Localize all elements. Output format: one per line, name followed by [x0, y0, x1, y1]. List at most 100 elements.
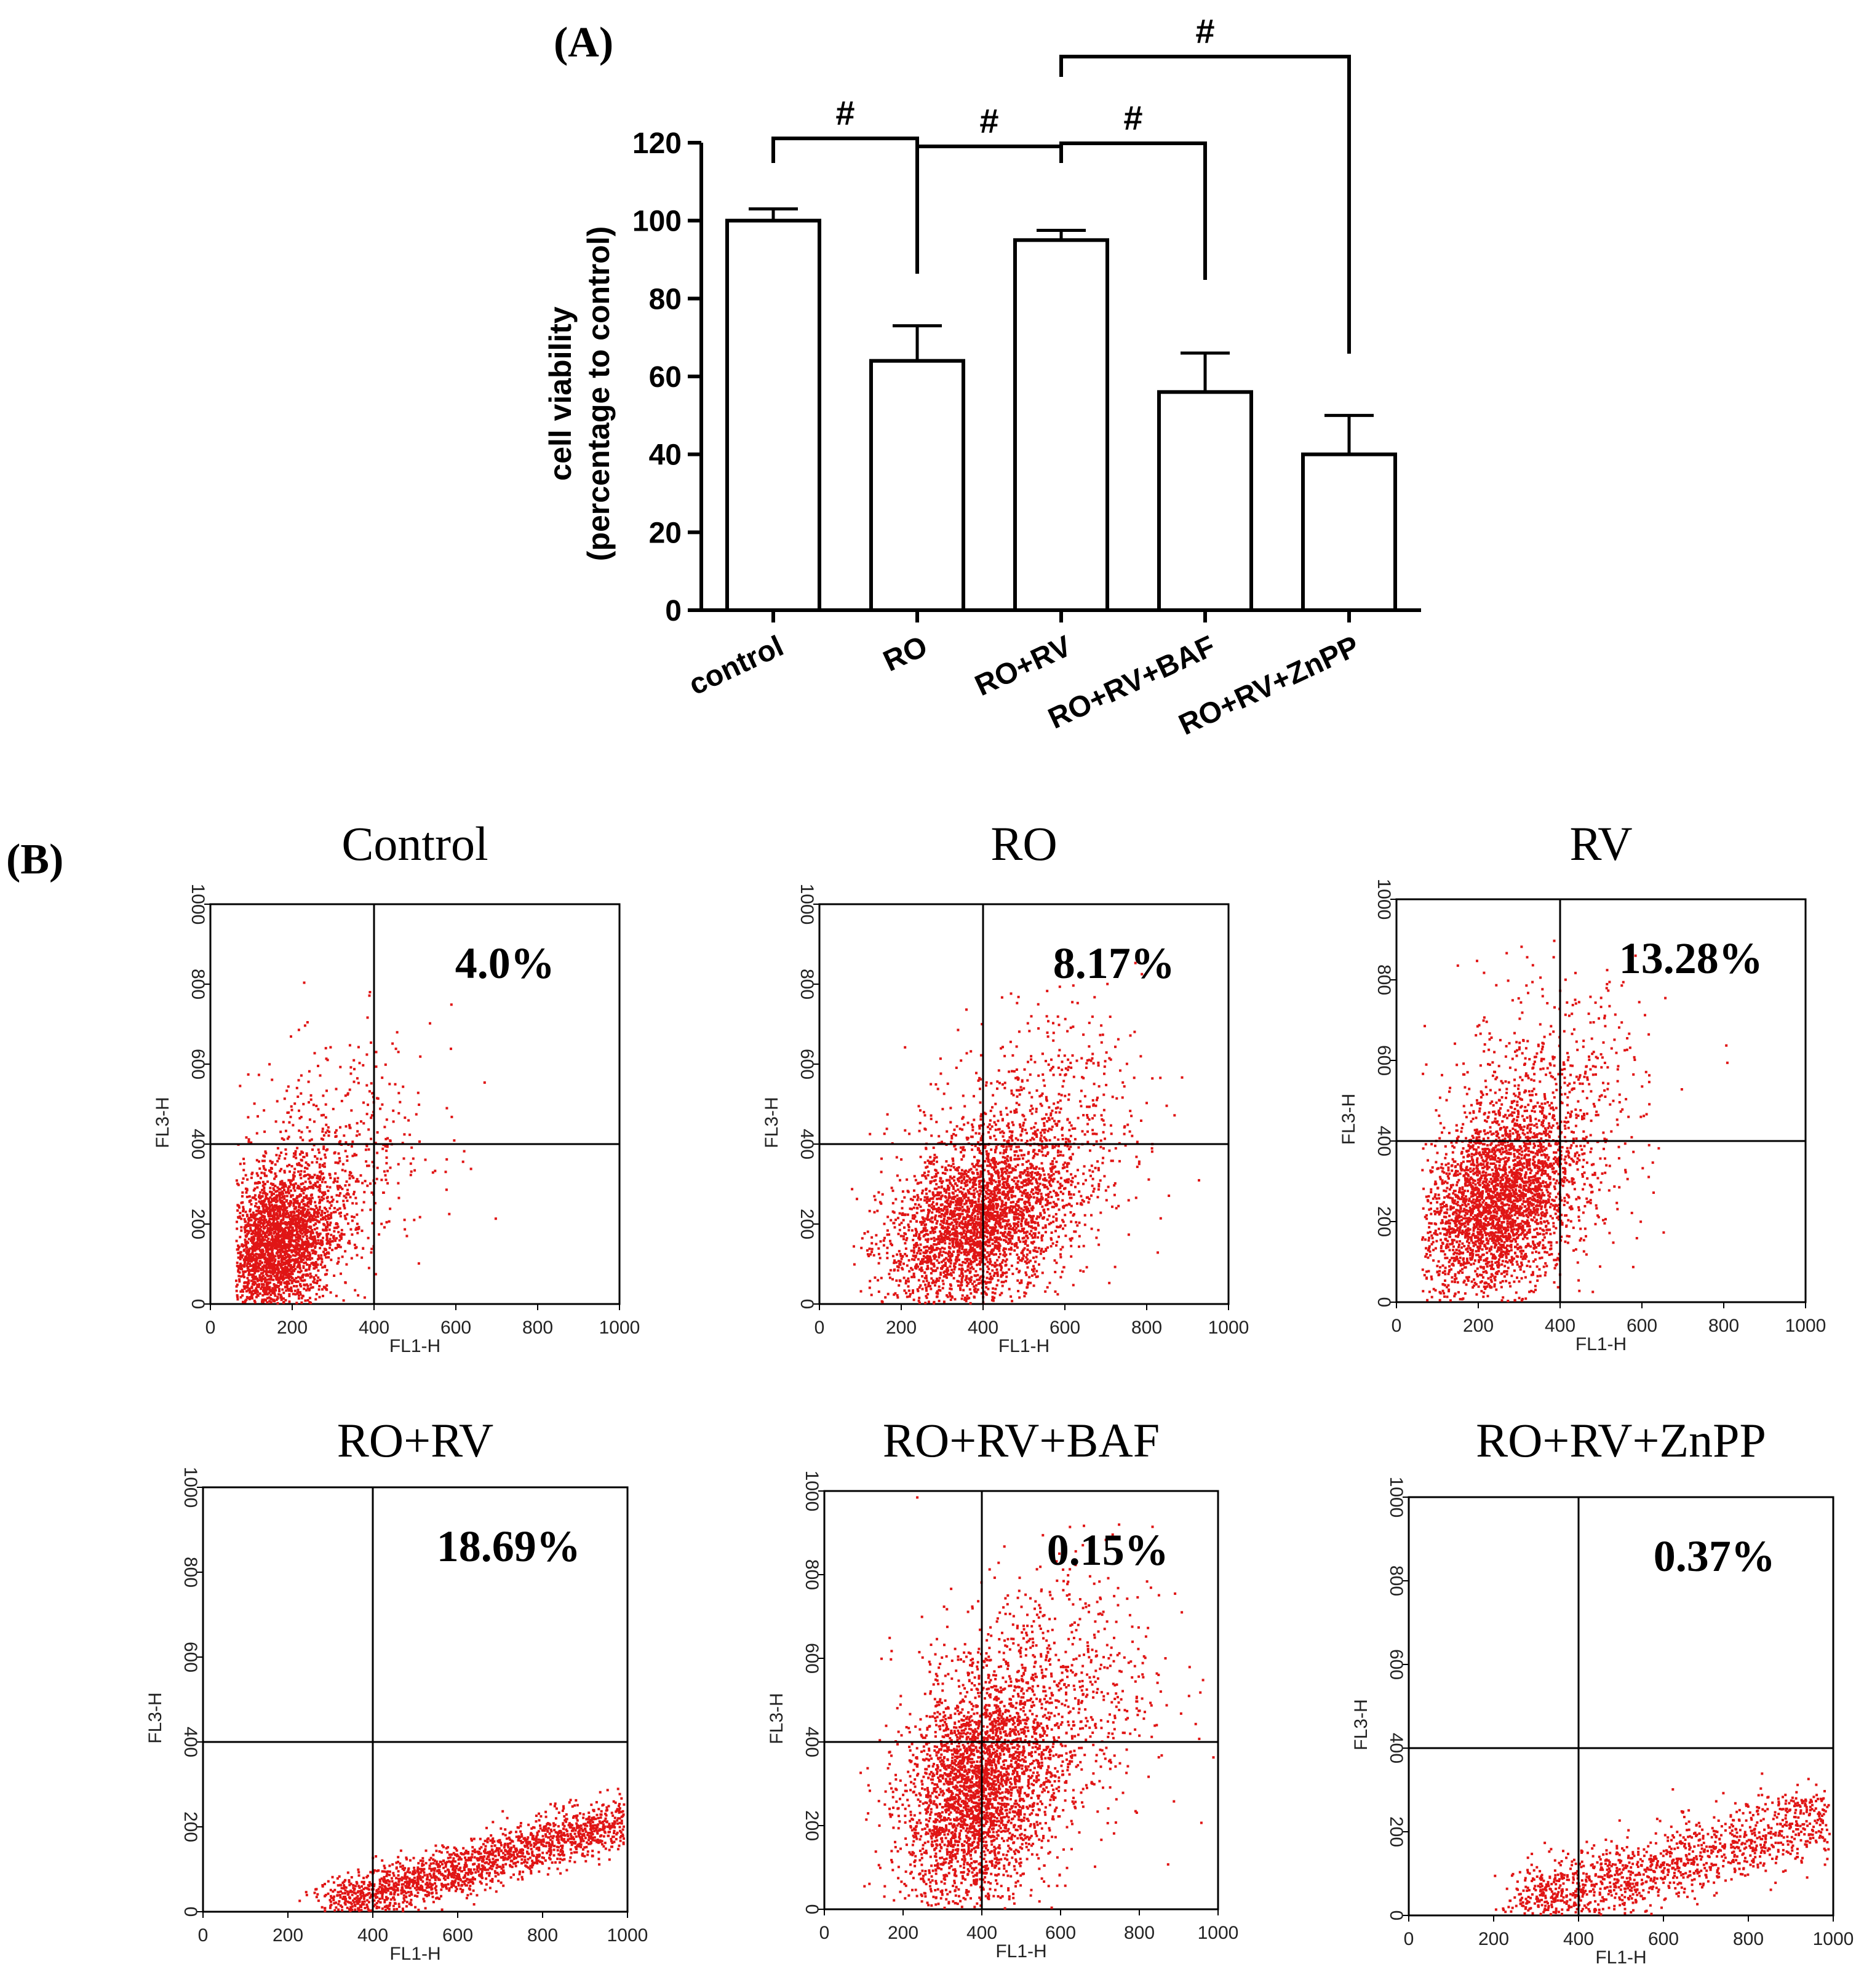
- flow-x-tick-label: 0: [819, 1923, 830, 1943]
- flow-y-tick-label: 1000: [180, 1467, 201, 1508]
- flow-plot-control: Control 0 200 400 600 800 1000 0 200 400 600 800 100…: [153, 817, 640, 1356]
- flow-y-tick-label: 600: [1374, 1045, 1394, 1076]
- flow-y-tick-label: 1000: [1386, 1477, 1406, 1518]
- flow-x-tick-label: 0: [198, 1925, 209, 1946]
- flow-x-tick-label: 0: [1392, 1316, 1402, 1336]
- flow-x-tick-label: 600: [1049, 1318, 1080, 1338]
- flow-x-tick-label: 200: [273, 1925, 303, 1946]
- flow-y-tick-label: 200: [797, 1209, 817, 1239]
- flow-x-tick-label: 800: [1124, 1923, 1155, 1943]
- flow-y-tick-label: 400: [802, 1727, 822, 1757]
- flow-y-tick-label: 200: [180, 1811, 201, 1842]
- bar-y-tick-label: 0: [665, 595, 682, 627]
- flow-plot-title: Control: [341, 817, 488, 870]
- flow-y-tick-label: 600: [802, 1643, 822, 1674]
- flow-y-tick-label: 800: [188, 969, 208, 1000]
- flow-y-tick-label: 600: [797, 1049, 817, 1079]
- flow-y-tick-label: 0: [1386, 1910, 1406, 1921]
- flow-y-axis-label: FL3-H: [145, 1692, 165, 1743]
- significance-marker: #: [835, 93, 854, 132]
- bar-y-tick-label: 40: [649, 439, 682, 472]
- significance-marker: #: [1195, 12, 1214, 50]
- flow-x-tick-label: 800: [1708, 1316, 1739, 1336]
- bar-y-tick-label: 100: [632, 205, 682, 238]
- flow-plot-events: [298, 1787, 626, 1912]
- flow-x-axis-label: FL1-H: [995, 1941, 1046, 1962]
- flow-x-tick-label: 1000: [607, 1925, 648, 1946]
- flow-y-tick-label: 1000: [1374, 879, 1394, 920]
- flow-x-tick-label: 200: [1478, 1929, 1509, 1949]
- flow-plot-dots: [851, 961, 1200, 1305]
- flow-plot-dots: [859, 1496, 1215, 1910]
- flow-y-tick-label: 400: [188, 1129, 208, 1159]
- bar-ro-rv-baf: [1157, 390, 1253, 612]
- flow-y-axis-label: FL3-H: [1339, 1094, 1359, 1145]
- flow-y-tick-label: 0: [797, 1299, 817, 1310]
- flow-x-axis-label: FL1-H: [389, 1944, 440, 1964]
- flow-plot-events: [859, 1496, 1215, 1910]
- flow-x-tick-label: 0: [814, 1318, 825, 1338]
- panel-b-flow-cytometry: (B) Control 0 200 400 600 800 1000 0 200 400 600 80…: [6, 817, 1854, 1968]
- flow-y-tick-label: 600: [188, 1049, 208, 1079]
- flow-x-tick-label: 0: [1404, 1929, 1414, 1949]
- flow-y-tick-label: 200: [802, 1810, 822, 1841]
- flow-x-tick-label: 600: [440, 1318, 471, 1338]
- flow-y-tick-label: 400: [797, 1129, 817, 1159]
- bar-y-tick-label: 20: [649, 517, 682, 549]
- flow-y-tick-label: 1000: [797, 884, 817, 925]
- flow-x-tick-label: 200: [888, 1923, 918, 1943]
- flow-plot-events: [851, 961, 1200, 1305]
- flow-plot-ro-rv-znpp: RO+RV+ZnPP 0 200 400 600 800 1000 0 200 400 600 800…: [1351, 1413, 1854, 1968]
- flow-x-tick-label: 400: [966, 1923, 997, 1943]
- flow-plot-frame: [1408, 1496, 1834, 1917]
- flow-y-tick-label: 400: [180, 1727, 201, 1757]
- flow-x-tick-label: 1000: [1198, 1923, 1239, 1943]
- flow-x-tick-label: 400: [1545, 1316, 1575, 1336]
- bar-y-axis-label-line1: cell viability: [543, 306, 578, 481]
- upper-right-percentage: 0.15%: [1047, 1525, 1169, 1575]
- bar-control: [725, 218, 821, 612]
- flow-y-axis-label: FL3-H: [153, 1097, 173, 1148]
- flow-y-tick-label: 1000: [188, 884, 208, 925]
- upper-right-percentage: 4.0%: [455, 939, 555, 988]
- bar-ro-rv-znpp: [1301, 452, 1397, 613]
- bar-y-axis-label: cell viability (percentage to control): [543, 226, 616, 561]
- flow-y-tick-label: 600: [180, 1642, 201, 1672]
- flow-y-tick-label: 800: [1386, 1565, 1406, 1596]
- flow-y-tick-label: 200: [1386, 1816, 1406, 1847]
- flow-x-tick-label: 600: [442, 1925, 473, 1946]
- flow-plot-dots: [298, 1787, 626, 1912]
- significance-bracket: [1059, 55, 1351, 354]
- flow-plot-frame: [209, 903, 621, 1305]
- flow-y-axis-label: FL3-H: [1351, 1699, 1371, 1750]
- flow-y-tick-label: 200: [188, 1209, 208, 1239]
- significance-bracket: [1059, 141, 1207, 280]
- flow-y-axis-label: FL3-H: [762, 1097, 782, 1148]
- flow-plot-rv: RV 0 200 400 600 800 1000 0 200 400 600 800 1000 FL1-…: [1339, 817, 1826, 1354]
- flow-y-tick-label: 1000: [802, 1471, 822, 1512]
- flow-y-tick-label: 800: [180, 1557, 201, 1588]
- significance-marker: #: [979, 101, 998, 140]
- flow-y-tick-label: 0: [188, 1299, 208, 1310]
- upper-right-percentage: 13.28%: [1619, 934, 1763, 983]
- flow-x-axis-label: FL1-H: [1595, 1947, 1646, 1968]
- flow-x-tick-label: 200: [886, 1318, 917, 1338]
- flow-plot-ro-rv: RO+RV 0 200 400 600 800 1000 0 200 400 600 800 1000 F…: [145, 1413, 648, 1964]
- flow-y-tick-label: 800: [802, 1559, 822, 1590]
- flow-x-tick-label: 400: [1563, 1929, 1594, 1949]
- flow-y-axis-label: FL3-H: [767, 1693, 787, 1744]
- flow-x-tick-label: 800: [1733, 1929, 1764, 1949]
- upper-right-percentage: 18.69%: [437, 1522, 581, 1571]
- bar-y-tick-label: 60: [649, 361, 682, 394]
- flow-plot-ro: RO 0 200 400 600 800 1000 0 200 400 600 800 1000 FL1-…: [762, 817, 1249, 1356]
- flow-x-axis-label: FL1-H: [998, 1336, 1049, 1356]
- flow-x-tick-label: 200: [277, 1318, 308, 1338]
- flow-x-tick-label: 200: [1463, 1316, 1494, 1336]
- flow-plot-title: RO+RV+ZnPP: [1476, 1413, 1766, 1467]
- flow-x-tick-label: 600: [1627, 1316, 1657, 1336]
- flow-plot-dots: [1494, 1772, 1831, 1916]
- flow-x-tick-label: 400: [359, 1318, 389, 1338]
- bar-y-axis-label-line2: (percentage to control): [581, 226, 616, 561]
- flow-x-tick-label: 1000: [1813, 1929, 1854, 1949]
